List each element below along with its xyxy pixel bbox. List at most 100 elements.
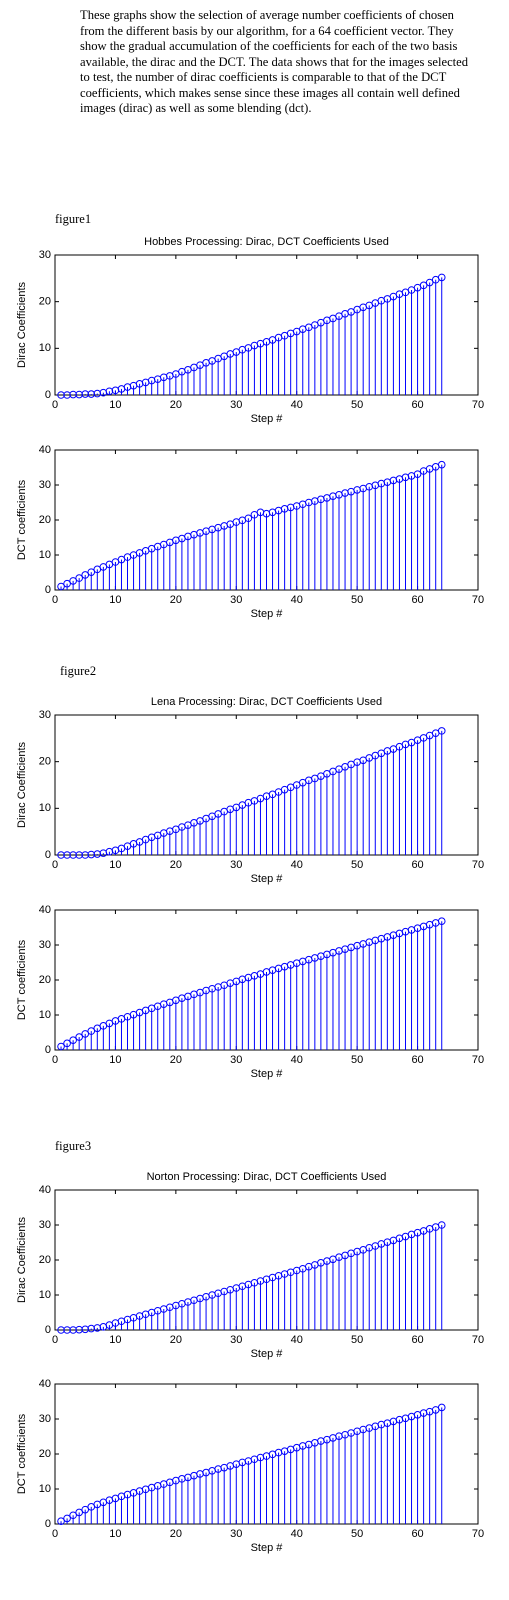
stem-marker — [81, 1030, 90, 1038]
stem-marker — [437, 1221, 446, 1229]
stem-marker — [75, 1508, 83, 1517]
stem-marker — [75, 574, 83, 582]
x-tick-label: 20 — [170, 1054, 182, 1066]
x-tick-label: 40 — [291, 399, 303, 411]
y-axis-label: Dirac Coefficients — [16, 742, 28, 828]
x-tick-label: 50 — [351, 1334, 363, 1346]
y-tick-label: 30 — [39, 479, 51, 491]
stem-marker — [69, 851, 77, 859]
stem-marker — [87, 850, 96, 859]
x-axis-label: Step # — [251, 1068, 284, 1080]
stem-marker — [69, 1036, 77, 1044]
y-tick-label: 40 — [39, 1378, 51, 1390]
y-tick-label: 0 — [45, 1044, 51, 1056]
stem-marker — [87, 1324, 96, 1333]
stem-marker — [437, 1403, 446, 1412]
stem-marker — [57, 391, 65, 399]
x-tick-label: 70 — [472, 399, 484, 411]
x-tick-label: 0 — [52, 1528, 58, 1540]
stem-marker — [57, 851, 65, 859]
x-tick-label: 40 — [291, 859, 303, 871]
stem-marker — [69, 577, 77, 585]
x-tick-label: 40 — [291, 1528, 303, 1540]
y-tick-label: 0 — [45, 389, 51, 401]
x-tick-label: 60 — [411, 594, 423, 606]
x-tick-label: 60 — [411, 1054, 423, 1066]
y-tick-label: 10 — [39, 802, 51, 814]
x-tick-label: 0 — [52, 859, 58, 871]
y-axis-label: DCT coefficients — [16, 479, 28, 560]
stem-marker — [437, 460, 446, 469]
stem-marker — [81, 571, 90, 579]
x-tick-label: 50 — [351, 594, 363, 606]
y-axis-label: Dirac Coefficients — [16, 1217, 28, 1303]
x-tick-label: 50 — [351, 1528, 363, 1540]
x-tick-label: 70 — [472, 1528, 484, 1540]
y-tick-label: 30 — [39, 709, 51, 721]
stem-marker — [75, 1325, 83, 1334]
stem-marker — [81, 390, 90, 398]
y-tick-label: 0 — [45, 849, 51, 861]
y-tick-label: 30 — [39, 1219, 51, 1231]
y-axis-label: DCT coefficients — [16, 939, 28, 1020]
y-tick-label: 20 — [39, 296, 51, 308]
y-tick-label: 20 — [39, 1254, 51, 1266]
stem-marker — [63, 579, 71, 588]
x-tick-label: 50 — [351, 1054, 363, 1066]
stem-marker — [63, 1039, 71, 1048]
stem-marker — [87, 1027, 96, 1035]
x-tick-label: 20 — [170, 859, 182, 871]
x-tick-label: 10 — [109, 594, 121, 606]
x-tick-label: 20 — [170, 594, 182, 606]
x-tick-label: 0 — [52, 399, 58, 411]
stem-marker — [63, 851, 71, 859]
x-tick-label: 70 — [472, 859, 484, 871]
chart-title: Hobbes Processing: Dirac, DCT Coefficien… — [144, 236, 389, 248]
x-tick-label: 30 — [230, 399, 242, 411]
stem-marker — [87, 390, 96, 398]
y-tick-label: 40 — [39, 444, 51, 456]
x-tick-label: 20 — [170, 1334, 182, 1346]
x-tick-label: 20 — [170, 399, 182, 411]
x-tick-label: 60 — [411, 1528, 423, 1540]
chart-title: Norton Processing: Dirac, DCT Coefficien… — [147, 1171, 387, 1183]
y-tick-label: 20 — [39, 756, 51, 768]
stem-marker — [87, 568, 96, 576]
y-tick-label: 30 — [39, 939, 51, 951]
x-tick-label: 50 — [351, 399, 363, 411]
stem-marker — [437, 727, 446, 735]
stem-marker — [75, 1033, 83, 1041]
y-tick-label: 40 — [39, 1184, 51, 1196]
y-tick-label: 10 — [39, 1009, 51, 1021]
x-tick-label: 0 — [52, 594, 58, 606]
x-tick-label: 30 — [230, 1054, 242, 1066]
y-tick-label: 10 — [39, 1289, 51, 1301]
y-tick-label: 10 — [39, 342, 51, 354]
stem-marker — [69, 1511, 77, 1520]
y-tick-label: 40 — [39, 904, 51, 916]
stem-marker — [57, 1042, 65, 1051]
x-tick-label: 50 — [351, 859, 363, 871]
y-tick-label: 10 — [39, 549, 51, 561]
stem-marker — [75, 390, 83, 399]
figure-label: figure2 — [60, 664, 96, 678]
y-tick-label: 20 — [39, 514, 51, 526]
stem-marker — [75, 851, 83, 859]
x-tick-label: 40 — [291, 1334, 303, 1346]
figure-label: figure1 — [55, 212, 91, 226]
x-tick-label: 0 — [52, 1334, 58, 1346]
x-tick-label: 10 — [109, 1054, 121, 1066]
y-tick-label: 30 — [39, 249, 51, 261]
stem-marker — [437, 273, 446, 282]
stem-marker — [81, 1325, 90, 1334]
stem-marker — [425, 278, 434, 287]
x-tick-label: 20 — [170, 1528, 182, 1540]
stem-marker — [69, 390, 77, 399]
x-tick-label: 10 — [109, 859, 121, 871]
x-tick-label: 70 — [472, 1054, 484, 1066]
x-tick-label: 10 — [109, 1334, 121, 1346]
y-tick-label: 0 — [45, 1324, 51, 1336]
stem-marker — [57, 1326, 65, 1334]
